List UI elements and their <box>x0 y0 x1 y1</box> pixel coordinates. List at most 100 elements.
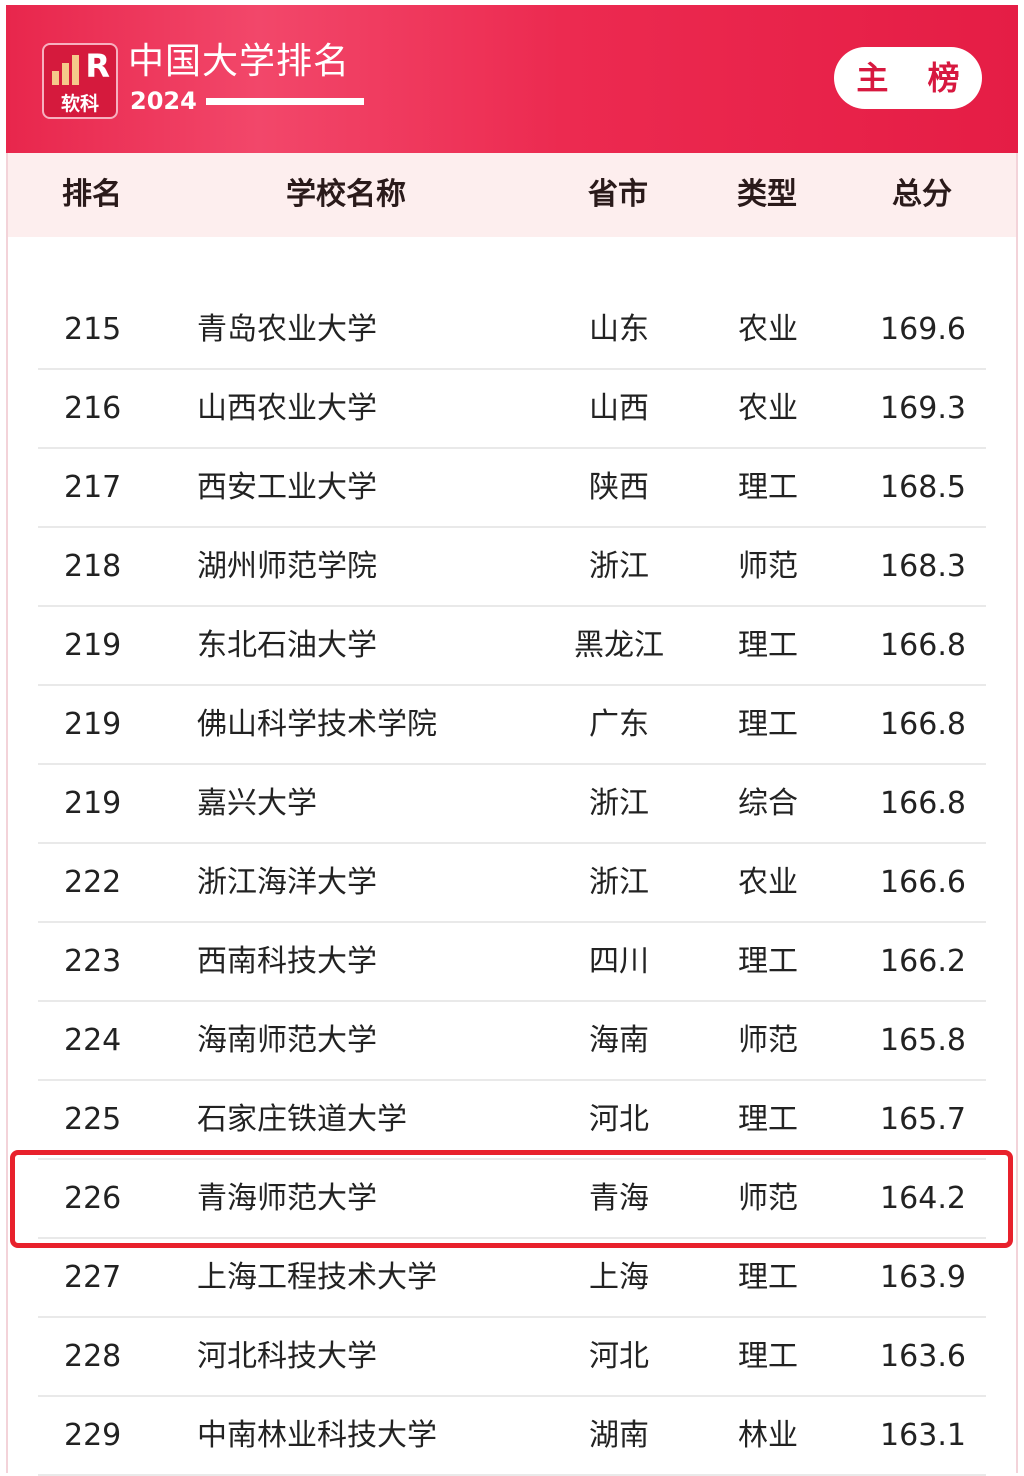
cell-rank: 218 <box>64 548 122 584</box>
cell-type: 林业 <box>738 1417 798 1453</box>
cell-rank: 229 <box>64 1417 122 1453</box>
table-row[interactable]: 225 石家庄铁道大学 河北 理工 165.7 <box>38 1081 986 1160</box>
cell-score: 163.1 <box>880 1417 966 1453</box>
cell-name: 西安工业大学 <box>197 469 377 505</box>
column-rank: 排名 <box>62 177 122 212</box>
cell-score: 168.3 <box>880 548 966 584</box>
table-row[interactable]: 223 西南科技大学 四川 理工 166.2 <box>38 923 986 1002</box>
cell-province: 浙江 <box>589 548 649 584</box>
cell-name: 山西农业大学 <box>197 390 377 426</box>
cell-type: 农业 <box>738 311 798 347</box>
cell-province: 浙江 <box>589 864 649 900</box>
cell-score: 166.2 <box>880 943 966 979</box>
cell-province: 四川 <box>589 943 649 979</box>
table-row[interactable]: 215 青岛农业大学 山东 农业 169.6 <box>38 291 986 370</box>
cell-type: 综合 <box>738 785 798 821</box>
cell-type: 师范 <box>738 1022 798 1058</box>
cell-province: 山东 <box>589 311 649 347</box>
table-row[interactable]: 219 佛山科学技术学院 广东 理工 166.8 <box>38 686 986 765</box>
cell-name: 河北科技大学 <box>197 1338 377 1374</box>
cell-type: 理工 <box>738 943 798 979</box>
cell-province: 湖南 <box>589 1417 649 1453</box>
table-row[interactable]: 219 东北石油大学 黑龙江 理工 166.8 <box>38 607 986 686</box>
cell-score: 168.5 <box>880 469 966 505</box>
cell-name: 湖州师范学院 <box>197 548 377 584</box>
cell-province: 海南 <box>589 1022 649 1058</box>
table-row[interactable]: 229 中南林业科技大学 湖南 林业 163.1 <box>38 1397 986 1476</box>
cell-province: 青海 <box>589 1180 649 1216</box>
column-province: 省市 <box>588 177 648 212</box>
cell-score: 165.7 <box>880 1101 966 1137</box>
table-header: 排名 学校名称 省市 类型 总分 <box>8 153 1016 237</box>
cell-score: 164.2 <box>880 1180 966 1216</box>
table-row[interactable]: 222 浙江海洋大学 浙江 农业 166.6 <box>38 844 986 923</box>
ranking-frame <box>6 5 1018 1473</box>
cell-name: 西南科技大学 <box>197 943 377 979</box>
cell-rank: 222 <box>64 864 122 900</box>
page-title: 中国大学排名 <box>128 41 351 82</box>
table-row[interactable]: 228 河北科技大学 河北 理工 163.6 <box>38 1318 986 1397</box>
cell-rank: 215 <box>64 311 122 347</box>
cell-score: 166.8 <box>880 706 966 742</box>
cell-province: 河北 <box>589 1101 649 1137</box>
cell-name: 青海师范大学 <box>197 1180 377 1216</box>
cell-type: 理工 <box>738 469 798 505</box>
cell-rank: 228 <box>64 1338 122 1374</box>
year: 2024 <box>130 87 197 115</box>
cell-type: 理工 <box>738 627 798 663</box>
cell-name: 上海工程技术大学 <box>197 1259 437 1295</box>
cell-name: 海南师范大学 <box>197 1022 377 1058</box>
column-name: 学校名称 <box>286 177 406 212</box>
cell-province: 河北 <box>589 1338 649 1374</box>
column-score: 总分 <box>892 177 952 212</box>
cell-rank: 225 <box>64 1101 122 1137</box>
cell-score: 166.6 <box>880 864 966 900</box>
shanghairanking-logo: R 软科 <box>42 43 118 119</box>
cell-province: 上海 <box>589 1259 649 1295</box>
cell-name: 东北石油大学 <box>197 627 377 663</box>
cell-type: 理工 <box>738 1259 798 1295</box>
cell-rank: 219 <box>64 706 122 742</box>
cell-name: 浙江海洋大学 <box>197 864 377 900</box>
table-row[interactable]: 219 嘉兴大学 浙江 综合 166.8 <box>38 765 986 844</box>
cell-type: 师范 <box>738 548 798 584</box>
cell-type: 师范 <box>738 1180 798 1216</box>
column-type: 类型 <box>737 177 797 212</box>
table-row[interactable]: 216 山西农业大学 山西 农业 169.3 <box>38 370 986 449</box>
logo-letter: R <box>85 47 110 85</box>
cell-score: 169.3 <box>880 390 966 426</box>
main-list-badge[interactable]: 主 榜 <box>834 47 982 109</box>
cell-name: 石家庄铁道大学 <box>197 1101 407 1137</box>
table-row[interactable]: 224 海南师范大学 海南 师范 165.8 <box>38 1002 986 1081</box>
title-underline <box>206 98 364 105</box>
cell-rank: 219 <box>64 627 122 663</box>
cell-score: 166.8 <box>880 627 966 663</box>
cell-score: 163.6 <box>880 1338 966 1374</box>
cell-rank: 216 <box>64 390 122 426</box>
cell-type: 农业 <box>738 864 798 900</box>
cell-score: 166.8 <box>880 785 966 821</box>
cell-score: 165.8 <box>880 1022 966 1058</box>
cell-name: 佛山科学技术学院 <box>197 706 437 742</box>
table-row[interactable]: 218 湖州师范学院 浙江 师范 168.3 <box>38 528 986 607</box>
cell-score: 163.9 <box>880 1259 966 1295</box>
cell-province: 陕西 <box>589 469 649 505</box>
cell-province: 浙江 <box>589 785 649 821</box>
cell-name: 青岛农业大学 <box>197 311 377 347</box>
cell-type: 理工 <box>738 1101 798 1137</box>
cell-type: 理工 <box>738 1338 798 1374</box>
cell-score: 169.6 <box>880 311 966 347</box>
table-row[interactable]: 226 青海师范大学 青海 师范 164.2 <box>38 1160 986 1239</box>
logo-text: 软科 <box>60 93 99 115</box>
cell-name: 中南林业科技大学 <box>197 1417 437 1453</box>
table-row[interactable]: 217 西安工业大学 陕西 理工 168.5 <box>38 449 986 528</box>
cell-type: 理工 <box>738 706 798 742</box>
cell-rank: 223 <box>64 943 122 979</box>
table-row[interactable]: 227 上海工程技术大学 上海 理工 163.9 <box>38 1239 986 1318</box>
cell-province: 山西 <box>589 390 649 426</box>
cell-type: 农业 <box>738 390 798 426</box>
cell-province: 广东 <box>589 706 649 742</box>
cell-rank: 227 <box>64 1259 122 1295</box>
cell-name: 嘉兴大学 <box>197 785 317 821</box>
cell-rank: 217 <box>64 469 122 505</box>
